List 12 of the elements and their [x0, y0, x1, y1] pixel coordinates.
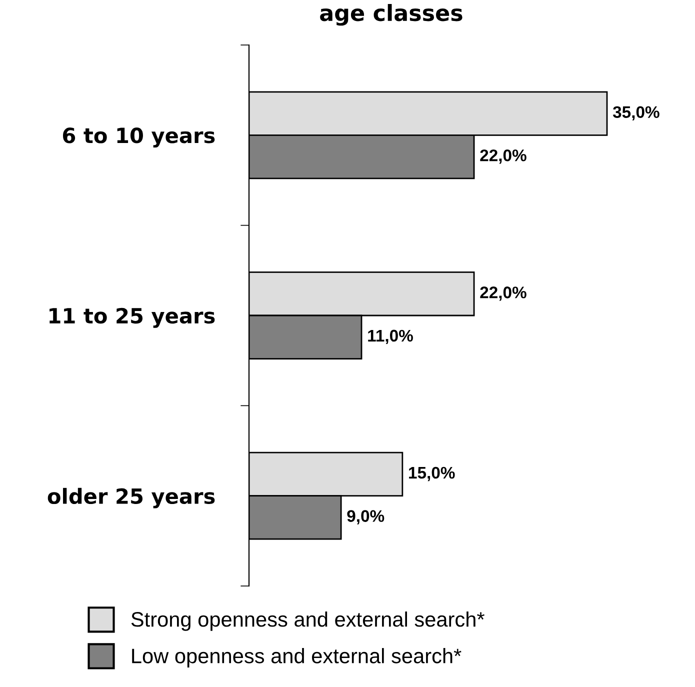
y-tick-label: 11 to 25 years [50, 308, 215, 328]
data-label: 22,0% [480, 149, 526, 164]
data-label: 11,0% [368, 330, 413, 344]
y-tick-label: older 25 years [48, 488, 215, 508]
data-label: 22,0% [480, 286, 526, 301]
legend-label: Strong openness and external search* [131, 611, 484, 631]
chart-title: age classes [320, 4, 462, 26]
data-label: 15,0% [409, 466, 455, 482]
data-label: 35,0% [612, 106, 660, 120]
legend-label: Low openness and external search* [132, 648, 462, 668]
y-tick-label: 6 to 10 years [63, 128, 215, 148]
data-label: 9,0% [347, 510, 384, 524]
